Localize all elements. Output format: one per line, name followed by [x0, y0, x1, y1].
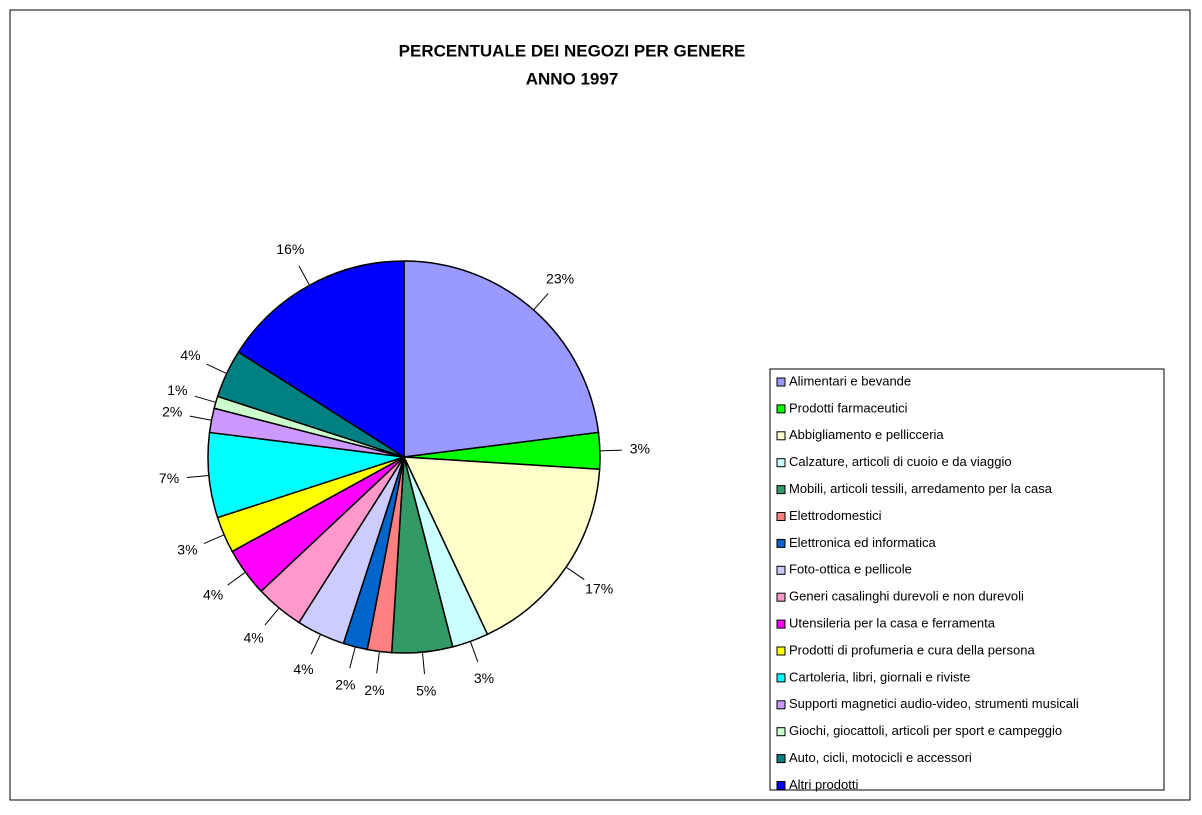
leader-line — [349, 646, 356, 669]
data-label: 23% — [546, 271, 574, 287]
pie-slice — [403, 260, 600, 458]
legend-swatch — [776, 512, 786, 521]
legend-label: Generi casalinghi durevoli e non durevol… — [789, 589, 1024, 604]
leader-line — [189, 415, 212, 421]
legend-label: Prodotti farmaceutici — [789, 400, 908, 415]
leader-line — [227, 571, 246, 586]
legend-swatch — [776, 592, 786, 602]
legend-label: Mobili, articoli tessili, arredamento pe… — [789, 481, 1053, 496]
legend-label: Utensileria per la casa e ferramenta — [789, 616, 996, 631]
legend-label: Cartoleria, libri, giornali e riviste — [789, 669, 970, 684]
data-label: 17% — [585, 580, 613, 596]
legend-swatch — [776, 619, 786, 629]
data-label: 4% — [243, 630, 263, 646]
legend-swatch — [776, 538, 786, 548]
legend-label: Calzature, articoli di cuoio e da viaggi… — [789, 454, 1012, 469]
leader-line — [310, 634, 321, 655]
leader-line — [203, 534, 225, 545]
data-label: 4% — [180, 347, 200, 363]
pie-slice — [402, 456, 601, 636]
leader-line — [421, 652, 426, 675]
legend-swatch — [776, 485, 786, 495]
data-label: 3% — [474, 670, 494, 686]
legend-swatch — [776, 565, 786, 575]
leader-line — [599, 449, 622, 452]
legend-swatch — [776, 646, 786, 656]
legend-label: Foto-ottica e pellicole — [789, 562, 912, 577]
legend-swatch — [776, 754, 786, 764]
chart-subtitle: ANNO 1997 — [526, 69, 619, 88]
legend-swatch — [776, 727, 786, 737]
data-label: 2% — [364, 682, 384, 698]
leader-line — [206, 363, 227, 374]
legend-label: Elettrodomestici — [789, 508, 882, 523]
legend-swatch — [776, 431, 786, 441]
data-label: 16% — [276, 241, 304, 257]
data-label: 1% — [167, 382, 187, 398]
chart-title: PERCENTUALE DEI NEGOZI PER GENERE — [399, 41, 746, 60]
legend-swatch — [776, 404, 786, 414]
leader-line — [186, 474, 209, 479]
data-label: 2% — [335, 676, 355, 692]
legend-label: Altri prodotti — [789, 777, 858, 792]
leader-line — [469, 641, 479, 663]
legend-swatch — [776, 781, 786, 790]
legend-label: Giochi, giocattoli, articoli per sport e… — [789, 723, 1062, 738]
leader-line — [565, 566, 585, 580]
legend-swatch — [776, 673, 786, 683]
legend-label: Abbigliamento e pellicceria — [789, 427, 944, 442]
legend-swatch — [776, 458, 786, 468]
legend-label: Prodotti di profumeria e cura della pers… — [789, 642, 1035, 657]
data-label: 4% — [203, 586, 223, 602]
legend-swatch — [776, 700, 786, 710]
legend-label: Supporti magnetici audio-video, strument… — [789, 696, 1079, 711]
legend-swatch — [776, 377, 786, 387]
leader-line — [264, 607, 280, 626]
legend-label: Alimentari e bevande — [789, 373, 911, 388]
leader-line — [298, 265, 311, 286]
leader-line — [376, 651, 380, 674]
leader-line — [533, 293, 549, 311]
legend-label: Elettronica ed informatica — [789, 535, 936, 550]
data-label: 3% — [630, 440, 650, 456]
data-label: 4% — [293, 661, 313, 677]
data-label: 3% — [177, 541, 197, 557]
data-label: 7% — [159, 470, 179, 486]
legend-box — [769, 368, 1165, 791]
pie-slice — [237, 260, 405, 459]
legend-label: Auto, cicli, motocicli e accessori — [789, 750, 972, 765]
leader-line — [194, 395, 216, 403]
data-label: 2% — [162, 403, 182, 419]
data-label: 5% — [416, 683, 436, 699]
